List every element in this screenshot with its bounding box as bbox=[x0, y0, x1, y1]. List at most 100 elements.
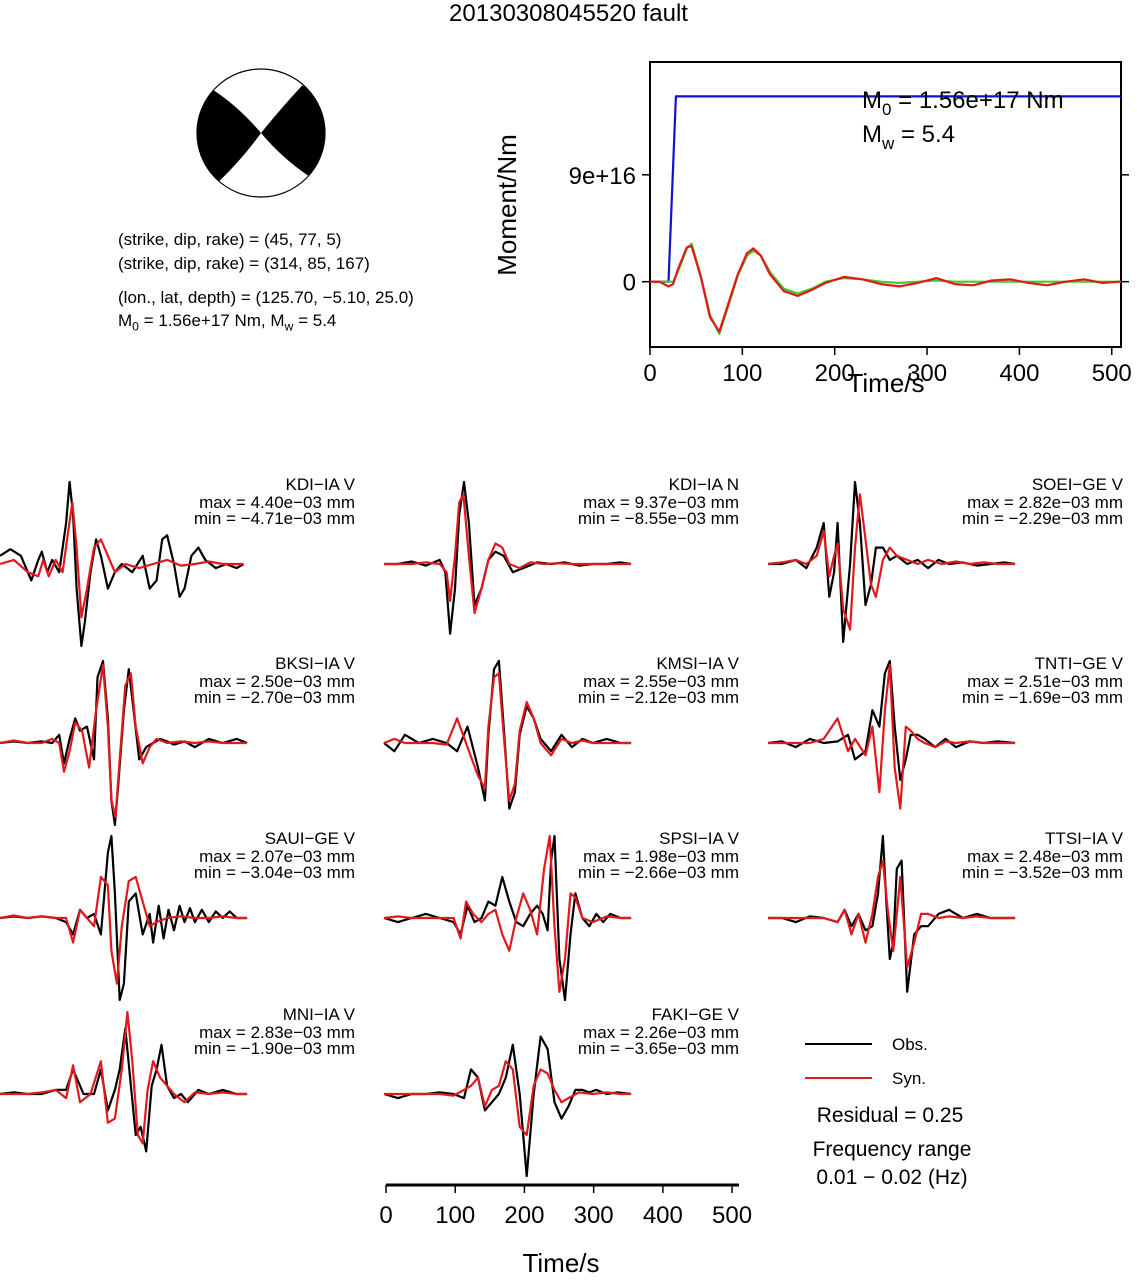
waveform-x-axis-label: Time/s bbox=[522, 1248, 599, 1278]
waveform-axis-tick-label: 500 bbox=[712, 1202, 752, 1229]
station-min: min = −2.66e−03 mm bbox=[578, 863, 739, 882]
station-max: max = 2.55e−03 mm bbox=[583, 672, 739, 691]
legend-frequency-title: Frequency range bbox=[813, 1138, 972, 1161]
waveform-syn bbox=[767, 493, 1016, 631]
moment-plot-frame bbox=[649, 61, 1122, 348]
mw-value: = 5.4 bbox=[293, 311, 337, 330]
legend-frequency-value: 0.01 − 0.02 (Hz) bbox=[816, 1166, 967, 1189]
waveform-axis-tick-label: 400 bbox=[643, 1202, 683, 1229]
legend-obs-label: Obs. bbox=[892, 1035, 928, 1054]
moment-x-tick-label: 200 bbox=[815, 360, 855, 387]
waveform-axis-tick-label: 100 bbox=[435, 1202, 475, 1229]
moment-y-axis-label: Moment/Nm bbox=[492, 134, 522, 276]
waveform-time-axis: 0 100 200 300 400 500 bbox=[379, 1183, 752, 1229]
station-max: max = 2.51e−03 mm bbox=[967, 672, 1123, 691]
waveform-axis-tick-label: 200 bbox=[504, 1202, 544, 1229]
page-title: 20130308045520 fault bbox=[449, 0, 688, 27]
station-max: max = 2.50e−03 mm bbox=[199, 672, 355, 691]
m0-subscript: 0 bbox=[132, 319, 139, 334]
moment-axis-ticks: 0 100 200 300 400 500 0 9e+16 bbox=[569, 163, 1132, 387]
waveform-syn bbox=[0, 501, 244, 619]
legend-residual: Residual = 0.25 bbox=[817, 1104, 964, 1127]
nodal-plane-1: (strike, dip, rake) = (45, 77, 5) bbox=[118, 230, 342, 249]
station-min: min = −8.55e−03 mm bbox=[578, 509, 739, 528]
waveform-syn bbox=[383, 672, 632, 802]
source-moment-line: M0 = 1.56e+17 Nm, Mw = 5.4 bbox=[118, 311, 337, 334]
station-max: max = 2.07e−03 mm bbox=[199, 847, 355, 866]
station-name: TNTI−GE V bbox=[1035, 654, 1124, 673]
waveform-syn bbox=[768, 664, 1016, 810]
mw-subscript: w bbox=[284, 319, 294, 334]
moment-x-tick-label: 400 bbox=[999, 360, 1039, 387]
station-max: max = 2.48e−03 mm bbox=[967, 847, 1123, 866]
station-name: KDI−IA V bbox=[286, 475, 356, 494]
moment-y-tick-label: 9e+16 bbox=[569, 163, 636, 190]
station-min: min = −3.52e−03 mm bbox=[962, 863, 1123, 882]
station-max: max = 2.26e−03 mm bbox=[583, 1023, 739, 1042]
station-name: SAUI−GE V bbox=[265, 829, 356, 848]
moment-x-tick-label: 300 bbox=[907, 360, 947, 387]
moment-x-tick-label: 0 bbox=[643, 360, 656, 387]
waveform-syn bbox=[0, 664, 248, 818]
station-min: min = −1.69e−03 mm bbox=[962, 688, 1123, 707]
nodal-plane-2: (strike, dip, rake) = (314, 85, 167) bbox=[118, 254, 370, 273]
moment-line-cumulative_moment bbox=[650, 95, 1121, 283]
m0-value: = 1.56e+17 Nm, M bbox=[138, 311, 285, 330]
waveform-obs bbox=[0, 1027, 248, 1153]
station-name: KMSI−IA V bbox=[656, 654, 739, 673]
moment-mw-subscript: w bbox=[881, 134, 895, 153]
moment-x-axis-label: Time/s bbox=[847, 368, 924, 398]
waveform-axis-tick-label: 0 bbox=[379, 1202, 392, 1229]
moment-m0-symbol: M bbox=[862, 87, 882, 114]
legend-syn-label: Syn. bbox=[892, 1069, 926, 1088]
beachball-compression-right bbox=[261, 84, 326, 176]
station-max: max = 4.40e−03 mm bbox=[199, 493, 355, 512]
moment-y-tick-label: 0 bbox=[623, 270, 636, 297]
waveform-syn bbox=[384, 493, 632, 615]
moment-m0-annotation: M0 = 1.56e+17 Nm bbox=[862, 87, 1064, 119]
station-max: max = 2.82e−03 mm bbox=[967, 493, 1123, 512]
beachball-plot bbox=[196, 68, 326, 198]
station-max: max = 2.83e−03 mm bbox=[199, 1023, 355, 1042]
station-name: FAKI−GE V bbox=[652, 1005, 740, 1024]
moment-mw-annotation: Mw = 5.4 bbox=[862, 121, 955, 153]
station-min: min = −1.90e−03 mm bbox=[194, 1039, 355, 1058]
moment-line-stf_red bbox=[650, 245, 1122, 333]
source-location: (lon., lat, depth) = (125.70, −5.10, 25.… bbox=[118, 288, 414, 307]
station-name: KDI−IA N bbox=[669, 475, 739, 494]
station-min: min = −3.65e−03 mm bbox=[578, 1039, 739, 1058]
station-max: max = 1.98e−03 mm bbox=[583, 847, 739, 866]
station-min: min = −2.12e−03 mm bbox=[578, 688, 739, 707]
station-name: TTSI−IA V bbox=[1045, 829, 1124, 848]
station-name: SPSI−IA V bbox=[659, 829, 740, 848]
station-name: MNI−IA V bbox=[283, 1005, 356, 1024]
waveform-syn bbox=[768, 859, 1016, 969]
moment-m0-subscript: 0 bbox=[882, 100, 891, 119]
waveform-syn bbox=[0, 875, 248, 985]
station-min: min = −4.71e−03 mm bbox=[194, 509, 355, 528]
waveform-obs bbox=[0, 834, 248, 1002]
waveform-axis-tick-label: 300 bbox=[574, 1202, 614, 1229]
moment-mw-symbol: M bbox=[862, 121, 882, 148]
waveform-obs bbox=[383, 1035, 632, 1178]
moment-series-group bbox=[650, 95, 1122, 335]
moment-m0-value: = 1.56e+17 Nm bbox=[891, 87, 1063, 114]
waveform-syn bbox=[384, 1060, 632, 1137]
moment-x-tick-label: 500 bbox=[1092, 360, 1132, 387]
station-name: SOEI−GE V bbox=[1032, 475, 1124, 494]
beachball-compression-left bbox=[196, 90, 261, 182]
waveform-syn bbox=[0, 1010, 248, 1145]
